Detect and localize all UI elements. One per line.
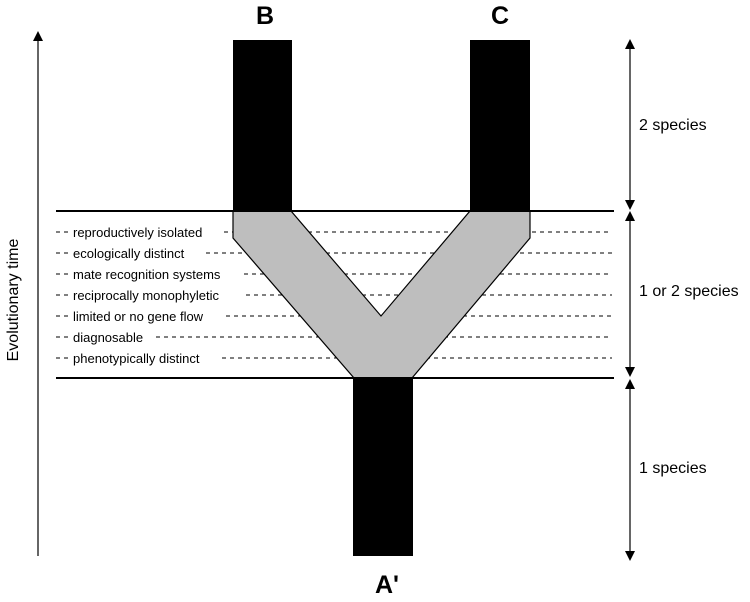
lineage-b-bar	[233, 40, 292, 211]
criterion-label: reciprocally monophyletic	[73, 288, 219, 303]
zone-label-2-species: 2 species	[639, 117, 707, 134]
criterion-label: ecologically distinct	[73, 246, 185, 261]
transition-region	[232, 210, 531, 379]
lineage-a-bar	[353, 378, 413, 556]
zone-label-1-species: 1 species	[639, 460, 707, 477]
criterion-label: phenotypically distinct	[73, 351, 200, 366]
criterion-label: mate recognition systems	[73, 267, 221, 282]
criterion-label: diagnosable	[73, 330, 143, 345]
label-a-prime: A'	[375, 571, 399, 599]
lineage-c-bar	[470, 40, 530, 211]
criteria-labels: reproductively isolated ecologically dis…	[73, 225, 221, 366]
criteria-dashes	[56, 231, 612, 359]
label-c: C	[491, 2, 509, 30]
time-axis-label: Evolutionary time	[5, 239, 22, 362]
label-b: B	[256, 2, 274, 30]
criterion-label: limited or no gene flow	[73, 309, 204, 324]
criterion-label: reproductively isolated	[73, 225, 202, 240]
zone-label-1-or-2-species: 1 or 2 species	[639, 283, 739, 300]
